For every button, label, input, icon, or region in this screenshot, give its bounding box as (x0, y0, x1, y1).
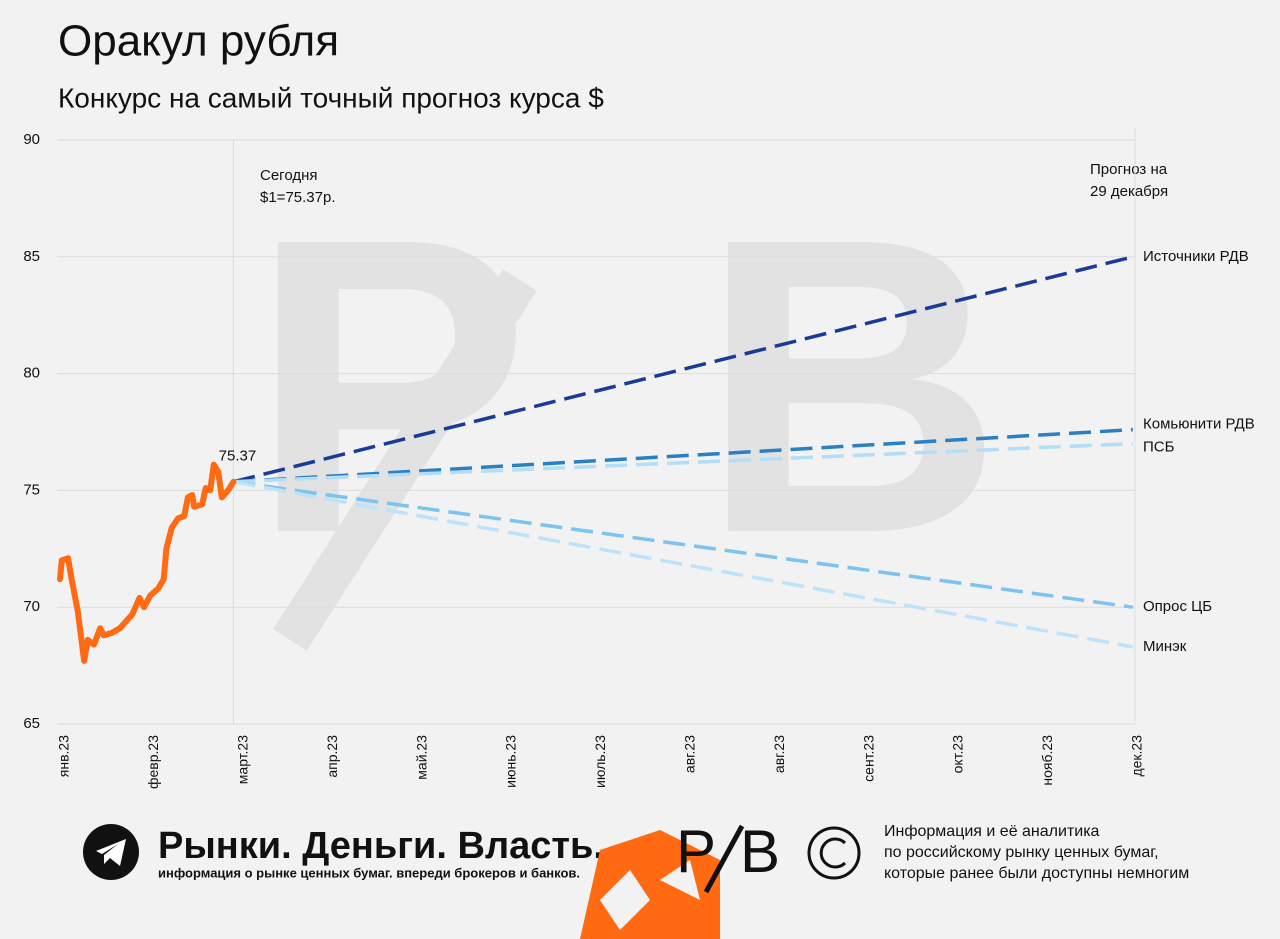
logo: B (740, 818, 780, 885)
x-tick-label: авг.23 (682, 735, 698, 773)
legend-label: Минэк (1143, 638, 1187, 655)
x-tick-label: нояб.23 (1039, 735, 1055, 786)
watermark-shape (273, 269, 537, 651)
title: Оракул рубля (58, 17, 339, 66)
decor (660, 860, 700, 900)
info: по российскому рынку ценных бумаг, (884, 844, 1159, 861)
y-tick-label: 90 (23, 131, 40, 148)
forecast-line (233, 480, 1134, 609)
history-line (57, 461, 237, 664)
x-tick-label: янв.23 (56, 735, 72, 777)
y-tick-label: 85 (23, 248, 40, 265)
telegram-icon (96, 839, 126, 866)
legend-label: ПСБ (1143, 439, 1175, 456)
info: которые ранее были доступны немногим (884, 865, 1189, 882)
legend-label: Источники РДВ (1143, 248, 1249, 265)
legend-label: Опрос ЦБ (1143, 598, 1212, 615)
y-tick-label: 80 (23, 365, 40, 382)
forecast-line (233, 480, 1134, 649)
x-tick-label: дек.23 (1129, 735, 1145, 777)
x-tick-label: май.23 (413, 735, 429, 780)
forecast-line (233, 427, 1133, 484)
annotation: $1=75.37р. (260, 189, 336, 206)
watermark-shape: P (250, 152, 530, 621)
subtitle: Конкурс на самый точный прогноз курса $ (58, 82, 604, 113)
watermark: P B (250, 152, 1003, 651)
annotation: Сегодня (260, 167, 318, 184)
x-tick-label: авг.23 (771, 735, 787, 773)
legend-label: Комьюнити РДВ (1143, 416, 1255, 433)
info: Информация и её аналитика (884, 823, 1100, 840)
tagline: информация о рынке ценных бумаг. впереди… (158, 865, 580, 880)
y-tick-label: 65 (23, 715, 40, 732)
x-tick-label: апр.23 (324, 735, 340, 778)
annotation: Прогноз на (1090, 161, 1168, 178)
y-tick-label: 75 (23, 481, 40, 498)
x-tick-label: сент.23 (860, 735, 876, 782)
annotation: 29 декабря (1090, 183, 1168, 200)
plot: 65 70 75 80 85 90 янв.23 февр.23 март.23 апр.23 ма… (23, 131, 1254, 789)
x-tick-label: июль.23 (592, 735, 608, 788)
logo (819, 837, 847, 869)
x-tick-label: окт.23 (950, 735, 966, 774)
watermark-shape: B (700, 152, 1003, 621)
forecast-line (233, 441, 1133, 484)
logo (703, 824, 745, 894)
logo (807, 826, 861, 880)
x-tick-label: февр.23 (145, 735, 161, 789)
x-tick-label: март.23 (235, 735, 251, 784)
x-tick-label: июнь.23 (503, 735, 519, 788)
data-label: 75.37 (219, 448, 257, 465)
brand: Рынки. Деньги. Власть. (158, 825, 604, 867)
y-tick-label: 70 (23, 598, 40, 615)
footer: Рынки. Деньги. Власть. информация о рынк… (83, 818, 1189, 939)
logo: P (676, 818, 716, 885)
decor (600, 870, 650, 930)
